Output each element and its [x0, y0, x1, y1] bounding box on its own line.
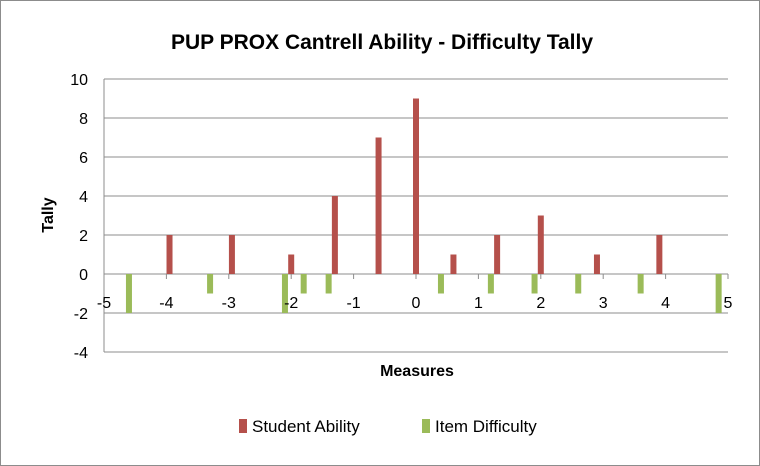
- legend-label: Student Ability: [252, 417, 360, 436]
- y-tick-label: 0: [79, 267, 88, 284]
- student-ability-bar: [537, 215, 544, 274]
- y-tick-label: 2: [79, 228, 88, 245]
- student-ability-bar: [166, 235, 173, 274]
- x-tick-label: -4: [159, 295, 173, 312]
- student-ability-bar: [331, 196, 338, 274]
- y-tick-label: 8: [79, 111, 88, 128]
- item-difficulty-bar: [300, 274, 307, 294]
- x-tick-label: 4: [661, 295, 670, 312]
- item-difficulty-bar: [487, 274, 494, 294]
- item-difficulty-bar: [531, 274, 538, 294]
- bars-layer: [125, 98, 722, 313]
- y-tick-label: 4: [79, 189, 88, 206]
- x-tick-label: 0: [412, 295, 421, 312]
- item-difficulty-bar: [437, 274, 444, 294]
- item-difficulty-bar: [637, 274, 644, 294]
- legend-swatch: [422, 419, 430, 433]
- y-tick-label: -4: [74, 345, 88, 362]
- student-ability-bar: [413, 98, 419, 274]
- x-axis-title: Measures: [380, 363, 454, 380]
- y-axis-title: Tally: [40, 197, 57, 232]
- item-difficulty-bar: [207, 274, 214, 294]
- x-tick-label: 2: [536, 295, 545, 312]
- y-tick-label: -2: [74, 306, 88, 323]
- item-difficulty-bar: [281, 274, 288, 313]
- legend: Student Ability Item Difficulty: [239, 417, 537, 436]
- student-ability-bar: [494, 235, 501, 274]
- student-ability-bar: [450, 254, 457, 274]
- student-ability-bar: [228, 235, 235, 274]
- student-ability-bar: [375, 137, 382, 274]
- item-difficulty-bar: [575, 274, 582, 294]
- y-tick-label: 10: [70, 72, 88, 89]
- legend-swatch: [239, 419, 247, 433]
- x-tick-label: -3: [222, 295, 236, 312]
- x-tick-label: 3: [599, 295, 608, 312]
- item-difficulty-bar: [715, 274, 722, 313]
- y-tick-label: 6: [79, 150, 88, 167]
- student-ability-bar: [593, 254, 600, 274]
- student-ability-bar: [288, 254, 295, 274]
- x-tick-label: -2: [284, 295, 298, 312]
- x-tick-label: 5: [724, 295, 733, 312]
- item-difficulty-bar: [325, 274, 332, 294]
- tick-layer: 10 8 6 4 2 0 -2 -4 -5 -4 -3 -2 -1 0 1 2 3 4 5: [70, 72, 732, 362]
- x-tick-label: -5: [97, 295, 111, 312]
- student-ability-bar: [656, 235, 663, 274]
- item-difficulty-bar: [125, 274, 132, 313]
- x-tick-label: -1: [346, 295, 360, 312]
- x-tick-label: 1: [474, 295, 483, 312]
- legend-label: Item Difficulty: [435, 417, 537, 436]
- chart-title: PUP PROX Cantrell Ability - Difficulty T…: [171, 31, 593, 54]
